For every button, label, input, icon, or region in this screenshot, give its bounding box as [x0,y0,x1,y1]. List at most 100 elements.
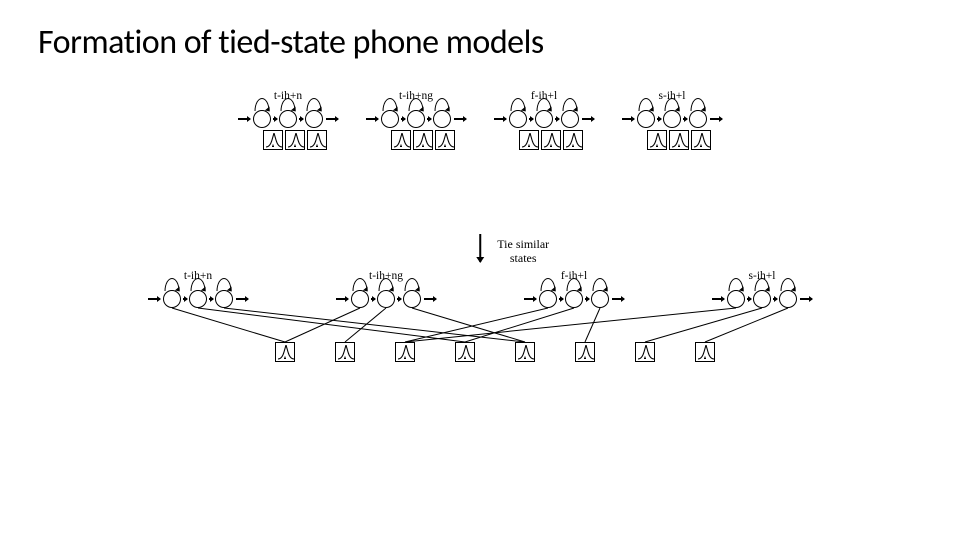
self-loop-icon [563,98,578,111]
transition-arrow-icon [183,298,187,299]
self-loop-icon [639,98,654,111]
entry-arrow-icon [712,298,724,299]
hmm-state [163,290,181,308]
exit-arrow-icon [612,298,624,299]
hmm-state [433,110,451,128]
state-row [622,104,722,128]
transition-arrow-icon [747,298,751,299]
down-arrow-icon [479,234,481,262]
emission-box [647,130,667,150]
emission-box [691,130,711,150]
tied-emission-box [395,342,415,362]
transition-arrow-icon [773,298,777,299]
hmm-diagram: t-ih+n t-ih+ng f-ih+l s-ih+l Tie similar st… [0,82,960,502]
hmm-state [403,290,421,308]
hmm-state [535,110,553,128]
exit-arrow-icon [326,118,338,119]
emission-box [413,130,433,150]
emission-box [669,130,689,150]
hmm-state [189,290,207,308]
hmm-state [279,110,297,128]
hmm-state [509,110,527,128]
phone-group: t-ih+ng [366,104,466,150]
entry-arrow-icon [524,298,536,299]
exit-arrow-icon [424,298,436,299]
hmm-state [663,110,681,128]
transition-arrow-icon [555,118,559,119]
transition-arrow-icon [585,298,589,299]
hmm-state [561,110,579,128]
hmm-state [637,110,655,128]
state-row [336,284,436,308]
tie-label: Tie similar states [497,238,549,266]
hmm-state [215,290,233,308]
emission-row [635,130,722,150]
phone-group: s-ih+l [712,284,812,308]
phone-group: s-ih+l [622,104,722,150]
state-row [238,104,338,128]
transition-arrow-icon [559,298,563,299]
emission-row [251,130,338,150]
bottom-phone-row: t-ih+nt-ih+ngf-ih+ls-ih+l [119,284,841,308]
entry-arrow-icon [148,298,160,299]
exit-arrow-icon [454,118,466,119]
self-loop-icon [307,98,322,111]
entry-arrow-icon [366,118,378,119]
emission-box [263,130,283,150]
tied-emission-box [455,342,475,362]
self-loop-icon [435,98,450,111]
hmm-state [539,290,557,308]
emission-row [507,130,594,150]
transition-arrow-icon [397,298,401,299]
tied-emission-box [515,342,535,362]
hmm-state [253,110,271,128]
entry-arrow-icon [494,118,506,119]
self-loop-icon [165,278,180,291]
hmm-state [727,290,745,308]
transition-arrow-icon [273,118,277,119]
exit-arrow-icon [582,118,594,119]
hmm-state [407,110,425,128]
hmm-state [591,290,609,308]
hmm-state [377,290,395,308]
tied-emission-box [635,342,655,362]
transition-arrow-icon [401,118,405,119]
emission-box [519,130,539,150]
page-title: Formation of tied-state phone models [38,22,544,63]
state-row [366,104,466,128]
phone-group: f-ih+l [524,284,624,308]
self-loop-icon [691,98,706,111]
emission-box [307,130,327,150]
tied-emission-box [335,342,355,362]
hmm-state [753,290,771,308]
self-loop-icon [255,98,270,111]
state-row [712,284,812,308]
hmm-state [779,290,797,308]
emission-box [391,130,411,150]
tied-emissions-row [0,342,960,362]
transition-arrow-icon [299,118,303,119]
transition-arrow-icon [371,298,375,299]
emission-box [435,130,455,150]
entry-arrow-icon [336,298,348,299]
transition-arrow-icon [209,298,213,299]
transition-arrow-icon [529,118,533,119]
tied-emission-box [275,342,295,362]
emission-box [563,130,583,150]
phone-group: t-ih+n [148,284,248,308]
tied-emission-box [575,342,595,362]
self-loop-icon [405,278,420,291]
self-loop-icon [383,98,398,111]
transition-arrow-icon [657,118,661,119]
hmm-state [305,110,323,128]
phone-group: f-ih+l [494,104,594,150]
tie-label-line2: states [510,251,537,265]
self-loop-icon [541,278,556,291]
transition-arrow-icon [683,118,687,119]
self-loop-icon [729,278,744,291]
self-loop-icon [353,278,368,291]
entry-arrow-icon [238,118,250,119]
self-loop-icon [593,278,608,291]
tie-label-line1: Tie similar [497,237,549,251]
hmm-state [351,290,369,308]
